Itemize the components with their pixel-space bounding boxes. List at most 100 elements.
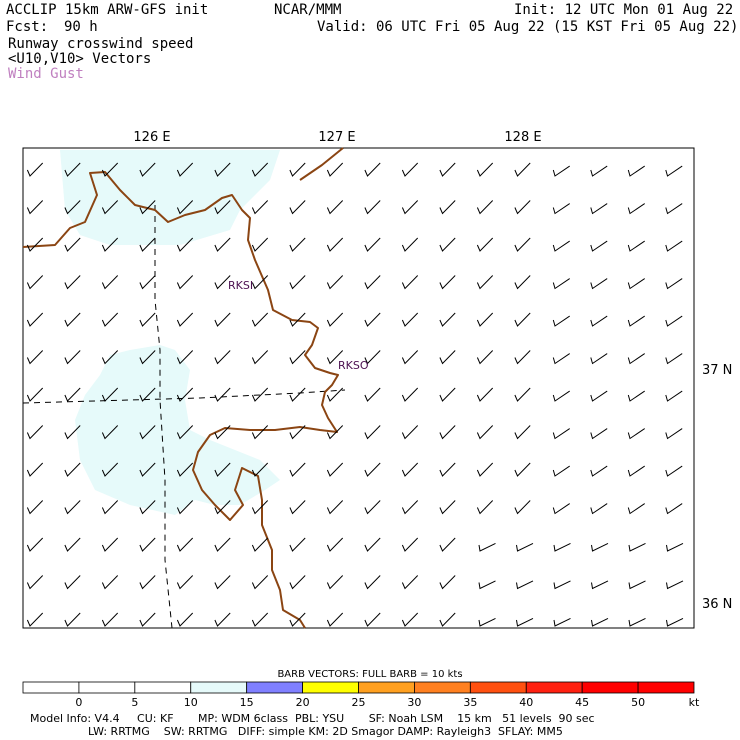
lon-label-126: 126 E [133, 130, 170, 145]
wind-barb [401, 200, 419, 215]
wind-barb [176, 425, 194, 440]
wind-barb [289, 387, 306, 402]
wind-barb [289, 575, 306, 590]
wind-barb [476, 462, 494, 477]
wind-barb [364, 575, 381, 590]
wind-barb [590, 390, 608, 402]
wind-barb [101, 462, 119, 477]
wind-barb [64, 350, 81, 365]
color-scale-bar: 0 5 10 15 20 25 30 35 40 45 50 [22, 681, 695, 709]
wind-barb [666, 580, 684, 590]
wind-barb [590, 353, 608, 365]
wind-barb [401, 612, 419, 627]
legend-unit: kt [689, 696, 700, 709]
wind-barb [401, 387, 419, 402]
wind-barb [26, 425, 44, 440]
wind-barb [476, 425, 494, 440]
color-scale-segment [22, 681, 80, 694]
wind-barb [64, 387, 81, 402]
wind-barb [326, 237, 344, 252]
wind-barb [552, 390, 570, 402]
wind-barb [590, 315, 608, 327]
wind-barb [476, 200, 494, 215]
wind-barb [176, 387, 194, 402]
wind-barb [214, 612, 231, 627]
map-frame [22, 147, 695, 629]
wind-barb [251, 575, 269, 590]
wind-barb [665, 390, 683, 402]
wind-barb [214, 425, 231, 440]
wind-barb [628, 542, 646, 552]
wind-barb [139, 200, 156, 215]
wind-barb [176, 537, 194, 552]
wind-barb [514, 425, 531, 440]
wind-barb [627, 465, 645, 477]
wind-barb [514, 237, 531, 252]
wind-barb [364, 312, 381, 327]
color-scale-tick: 25 [352, 696, 366, 709]
wind-barb [251, 275, 269, 290]
wind-barb [326, 575, 344, 590]
wind-barb [176, 500, 194, 515]
wind-barb [401, 500, 419, 515]
wind-barb [326, 425, 344, 440]
wind-barb [214, 312, 231, 327]
wind-barb [176, 237, 194, 252]
wind-barb [552, 465, 570, 477]
wind-barb [326, 387, 344, 402]
wind-barb [26, 387, 44, 402]
wind-barb [439, 275, 456, 290]
wind-barb [627, 240, 645, 252]
wind-barb [251, 312, 269, 327]
wind-barb [101, 275, 119, 290]
wind-barb [289, 275, 306, 290]
wind-barb [251, 200, 269, 215]
color-scale-segment [246, 681, 303, 694]
wind-barb [101, 237, 119, 252]
wind-barb [514, 350, 531, 365]
wind-barb [101, 425, 119, 440]
wind-barb [439, 350, 456, 365]
wind-barb [401, 237, 419, 252]
wind-barb [476, 500, 494, 515]
wind-barb [64, 537, 81, 552]
wind-barb [251, 500, 269, 515]
wind-barb [553, 617, 571, 627]
wind-barb [591, 617, 609, 627]
province-boundary [22, 205, 346, 629]
wind-barb [139, 612, 156, 627]
color-scale-tick: 10 [184, 696, 198, 709]
wind-barb [364, 350, 381, 365]
wind-barb [628, 580, 646, 590]
wind-barb [439, 612, 456, 627]
wind-barb [326, 537, 344, 552]
wind-barb [401, 425, 419, 440]
wind-barb [139, 275, 156, 290]
wind-barb [591, 542, 609, 552]
wind-barb [139, 537, 156, 552]
model-title: ACCLIP 15km ARW-GFS init [6, 2, 209, 18]
wind-barb [439, 200, 456, 215]
wind-barb [552, 203, 570, 215]
wind-barb [552, 353, 570, 365]
wind-barb [101, 500, 119, 515]
wind-barb [476, 237, 494, 252]
wind-barb [627, 353, 645, 365]
footer-physics-info: LW: RRTMG SW: RRTMG DIFF: simple KM: 2D … [88, 725, 563, 738]
color-scale-segment [469, 681, 527, 694]
wind-barb [326, 612, 344, 627]
wind-barb [326, 462, 344, 477]
color-scale-tick: 45 [575, 696, 589, 709]
valid-time: Valid: 06 UTC Fri 05 Aug 22 (15 KST Fri … [317, 19, 739, 35]
wind-barb [476, 387, 494, 402]
wind-barb [64, 275, 81, 290]
lat-label-37: 37 N [702, 363, 732, 378]
wind-barb [26, 162, 44, 177]
wind-barb [26, 462, 44, 477]
color-scale-tick: 30 [407, 696, 421, 709]
wind-barb [289, 350, 306, 365]
wind-barb [439, 237, 456, 252]
wind-barb [514, 275, 531, 290]
wind-barb [289, 312, 306, 327]
wind-barb [176, 575, 194, 590]
